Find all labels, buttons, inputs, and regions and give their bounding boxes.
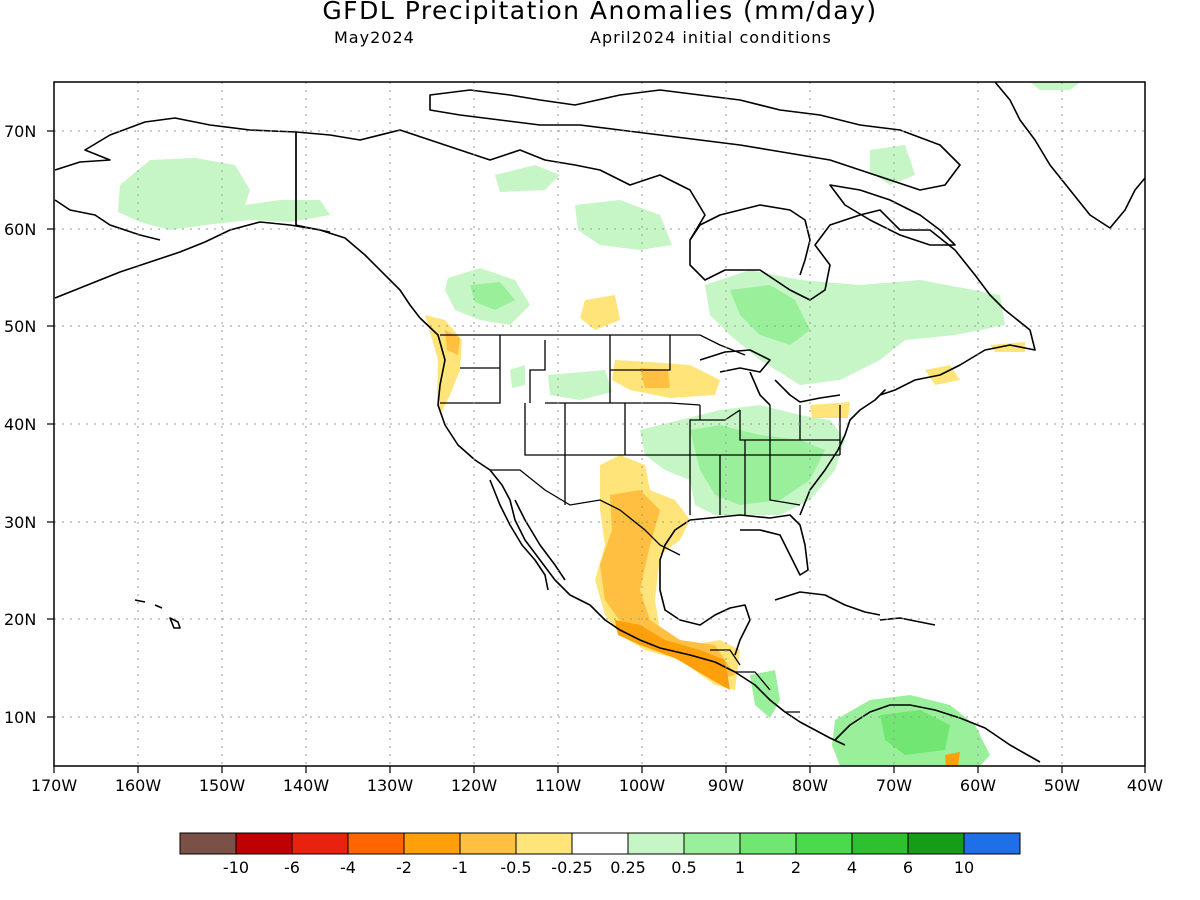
lon-label: 130W	[367, 776, 414, 795]
colorbar-swatch	[963, 832, 1021, 855]
lon-label: 140W	[283, 776, 330, 795]
colorbar-swatch	[795, 832, 853, 855]
latitude-labels: 70N 60N 50N 40N 30N 20N 10N	[4, 122, 36, 727]
wet-area-quebec-core	[730, 285, 810, 345]
lon-label: 150W	[199, 776, 246, 795]
colorbar-swatch	[739, 832, 797, 855]
coastline-south-america	[834, 704, 1041, 763]
colorbar-swatch	[627, 832, 685, 855]
colorbar-label: 2	[791, 858, 801, 877]
lat-label: 40N	[4, 415, 36, 434]
lon-label: 90W	[708, 776, 744, 795]
axis-ticks	[47, 130, 1146, 773]
initial-conditions-label: April2024 initial conditions	[590, 28, 832, 47]
graticule	[54, 82, 1145, 766]
wet-area-north-canada	[495, 165, 560, 192]
colorbar-label: -2	[396, 858, 412, 877]
lon-label: 40W	[1127, 776, 1163, 795]
lat-label: 20N	[4, 610, 36, 629]
lat-label: 10N	[4, 708, 36, 727]
map-title: GFDL Precipitation Anomalies (mm/day)	[322, 0, 878, 25]
coastline-arctic-islands	[429, 89, 961, 191]
wet-area-alberta-core	[470, 282, 515, 310]
colorbar-label: -1	[452, 858, 468, 877]
political-borders	[295, 132, 841, 713]
lon-label: 120W	[451, 776, 498, 795]
colorbar-swatch	[459, 832, 517, 855]
wet-area-greenland	[1030, 82, 1080, 90]
dry-area-washington	[445, 330, 460, 355]
wet-area-idaho	[510, 365, 525, 388]
colorbar	[179, 832, 1021, 855]
colorbar-swatch	[179, 832, 237, 855]
wet-area-montana	[548, 370, 612, 400]
wet-area-southeast-core	[690, 425, 825, 505]
lon-label: 170W	[31, 776, 78, 795]
border-central-america	[735, 671, 800, 713]
colorbar-label: 0.5	[671, 858, 696, 877]
lon-label: 160W	[115, 776, 162, 795]
forecast-month: May2024	[334, 28, 415, 47]
anomaly-shading	[118, 82, 1080, 766]
colorbar-swatch	[571, 832, 629, 855]
colorbar-label: -0.25	[551, 858, 592, 877]
coastline-hudson-bay	[689, 204, 811, 276]
wet-area-nunavut	[575, 200, 672, 250]
dry-area-southern-mexico	[615, 620, 730, 690]
lon-label: 80W	[792, 776, 828, 795]
dry-area-dakotas-core	[640, 368, 670, 388]
map-panel: 70N 60N 50N 40N 30N 20N 10N 170W 160W 15…	[4, 81, 1163, 795]
colorbar-swatch	[291, 832, 349, 855]
lon-label: 110W	[535, 776, 582, 795]
lon-label: 60W	[960, 776, 996, 795]
wet-area-alaska	[118, 158, 330, 230]
lat-label: 50N	[4, 317, 36, 336]
colorbar-label: -6	[284, 858, 300, 877]
border-mexico-guatemala	[710, 649, 741, 666]
wet-area-south-america-core	[880, 710, 950, 755]
colorbar-swatch	[683, 832, 741, 855]
colorbar-label: -4	[340, 858, 356, 877]
colorbar-label: -0.5	[500, 858, 531, 877]
lon-label: 50W	[1044, 776, 1080, 795]
lon-label: 100W	[619, 776, 666, 795]
dry-area-newfoundland	[990, 342, 1025, 352]
dry-area-saskatchewan	[580, 295, 620, 330]
wet-area-hudson-east	[870, 145, 915, 185]
colorbar-swatch	[851, 832, 909, 855]
colorbar-label: 10	[954, 858, 974, 877]
coastline-baffin	[829, 184, 956, 246]
lat-label: 60N	[4, 220, 36, 239]
coastline-hawaii	[134, 599, 181, 629]
coastline-alaska	[54, 117, 421, 319]
coastline-great-lakes	[699, 349, 841, 406]
colorbar-swatch	[403, 832, 461, 855]
colorbar-swatch	[907, 832, 965, 855]
dry-area-venezuela	[945, 752, 960, 766]
coastline-east	[799, 389, 886, 516]
colorbar-label: 0.25	[610, 858, 646, 877]
colorbar-label: 6	[903, 858, 913, 877]
colorbar-label: 4	[847, 858, 857, 877]
border-us-mexico	[490, 469, 681, 556]
lat-label: 70N	[4, 122, 36, 141]
colorbar-swatch	[515, 832, 573, 855]
colorbar-label: 1	[735, 858, 745, 877]
border-alaska-canada	[295, 132, 331, 233]
longitude-labels: 170W 160W 150W 140W 130W 120W 110W 100W …	[31, 776, 1163, 795]
coastline-cuba	[774, 591, 881, 616]
coastline-hispaniola	[879, 617, 936, 626]
border-us-states	[440, 335, 841, 515]
colorbar-label: -10	[223, 858, 249, 877]
colorbar-labels: -10 -6 -4 -2 -1 -0.5 -0.25 0.25 0.5 1 2 4 6 10	[223, 858, 974, 877]
coastline-greenland	[994, 81, 1146, 229]
colorbar-swatch	[235, 832, 293, 855]
border-us-canada	[440, 334, 746, 356]
lon-label: 70W	[876, 776, 912, 795]
lat-label: 30N	[4, 513, 36, 532]
colorbar-swatch	[347, 832, 405, 855]
